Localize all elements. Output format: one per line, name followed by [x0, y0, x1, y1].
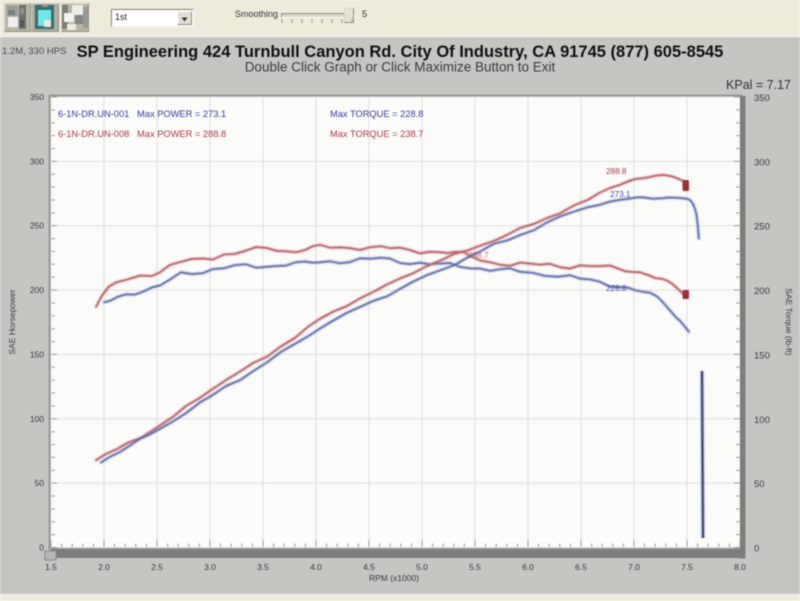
svg-text:3.5: 3.5 [257, 562, 269, 572]
svg-text:50: 50 [754, 479, 765, 490]
svg-text:6.5: 6.5 [575, 562, 587, 572]
svg-text:KPal = 7.17: KPal = 7.17 [726, 78, 791, 92]
svg-text:5.5: 5.5 [469, 562, 481, 572]
svg-text:273.1: 273.1 [610, 190, 631, 199]
svg-text:100: 100 [754, 415, 770, 426]
svg-text:150: 150 [754, 350, 770, 361]
svg-text:8.0: 8.0 [734, 562, 746, 572]
svg-text:4.5: 4.5 [363, 562, 375, 572]
svg-text:2.5: 2.5 [151, 562, 163, 572]
svg-text:Double Click Graph or Click Ma: Double Click Graph or Click Maximize But… [245, 60, 556, 75]
svg-text:100: 100 [30, 414, 44, 424]
svg-text:0: 0 [39, 543, 44, 553]
svg-text:300: 300 [754, 157, 770, 168]
svg-text:6-1N-DR.UN-008 Max POWER = 2: 6-1N-DR.UN-008 Max POWER = 288.8 [58, 129, 226, 139]
svg-text:2.0: 2.0 [98, 562, 110, 572]
svg-text:250: 250 [754, 222, 770, 233]
svg-text:350: 350 [30, 92, 44, 102]
svg-text:Max TORQUE = 228.8: Max TORQUE = 228.8 [330, 109, 423, 119]
svg-text:288.8: 288.8 [606, 167, 627, 176]
svg-text:150: 150 [30, 349, 44, 359]
svg-text:228.8: 228.8 [606, 284, 627, 293]
svg-text:300: 300 [30, 156, 44, 166]
svg-text:4.0: 4.0 [310, 562, 322, 572]
svg-text:5.0: 5.0 [416, 562, 428, 572]
svg-text:50: 50 [35, 478, 45, 488]
svg-text:350: 350 [754, 93, 770, 104]
svg-text:1.5: 1.5 [45, 562, 57, 572]
svg-text:SP Engineering 424 Turnbull Ca: SP Engineering 424 Turnbull Canyon Rd. C… [77, 43, 724, 61]
svg-text:Max TORQUE = 238.7: Max TORQUE = 238.7 [330, 129, 423, 139]
svg-text:6.0: 6.0 [522, 562, 534, 572]
svg-text:1.2M, 330 HPS: 1.2M, 330 HPS [2, 46, 66, 57]
svg-text:RPM (x1000): RPM (x1000) [369, 573, 419, 583]
svg-text:200: 200 [30, 285, 44, 295]
svg-text:SAE Horsepower: SAE Horsepower [7, 289, 17, 354]
svg-text:3.0: 3.0 [204, 562, 216, 572]
svg-text:7.0: 7.0 [628, 562, 640, 572]
svg-text:7.5: 7.5 [681, 562, 693, 572]
svg-text:250: 250 [30, 221, 44, 231]
svg-text:SAE Torque (lb-ft): SAE Torque (lb-ft) [784, 288, 794, 356]
svg-text:0: 0 [754, 544, 759, 555]
svg-text:238.7: 238.7 [468, 251, 489, 260]
svg-text:200: 200 [754, 286, 770, 297]
svg-text:6-1N-DR.UN-001 Max POWER = 2: 6-1N-DR.UN-001 Max POWER = 273.1 [58, 109, 226, 119]
